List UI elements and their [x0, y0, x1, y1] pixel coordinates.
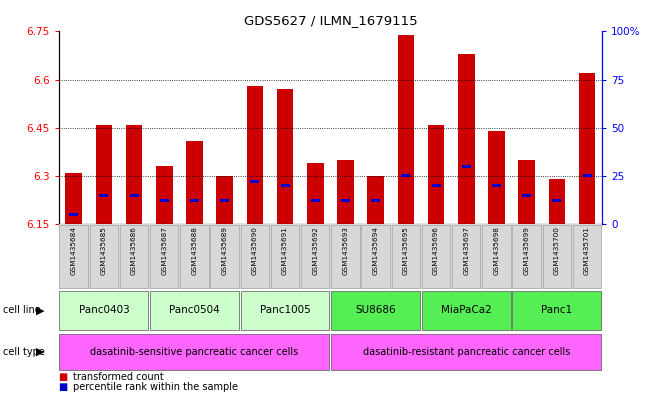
- Bar: [337, 160, 353, 224]
- Text: ▶: ▶: [36, 347, 44, 357]
- Bar: [190, 200, 199, 202]
- Text: GSM1435698: GSM1435698: [493, 226, 499, 275]
- Text: MiaPaCa2: MiaPaCa2: [441, 305, 492, 316]
- Text: Panc1: Panc1: [542, 305, 572, 316]
- Bar: [220, 200, 229, 202]
- Bar: [130, 194, 139, 196]
- Bar: [126, 125, 143, 224]
- Text: percentile rank within the sample: percentile rank within the sample: [73, 382, 238, 392]
- Bar: [422, 290, 510, 331]
- Bar: [311, 200, 320, 202]
- Bar: [271, 225, 299, 288]
- Text: dasatinib-sensitive pancreatic cancer cells: dasatinib-sensitive pancreatic cancer ce…: [90, 347, 299, 357]
- Bar: [159, 200, 169, 202]
- Bar: [492, 184, 501, 187]
- Text: GSM1435695: GSM1435695: [403, 226, 409, 275]
- Bar: [277, 89, 294, 224]
- Text: cell type: cell type: [3, 347, 45, 357]
- Text: GSM1435690: GSM1435690: [252, 226, 258, 275]
- Bar: [522, 194, 531, 196]
- Text: GSM1435701: GSM1435701: [584, 226, 590, 275]
- Text: Panc0504: Panc0504: [169, 305, 220, 316]
- Text: GSM1435687: GSM1435687: [161, 226, 167, 275]
- Bar: [452, 225, 480, 288]
- Bar: [150, 290, 239, 331]
- Bar: [100, 194, 109, 196]
- Bar: [573, 225, 602, 288]
- Bar: [543, 225, 571, 288]
- Text: GSM1435689: GSM1435689: [222, 226, 228, 275]
- Bar: [156, 166, 173, 224]
- Text: GSM1435696: GSM1435696: [433, 226, 439, 275]
- Bar: [247, 86, 263, 224]
- Bar: [583, 174, 592, 177]
- Bar: [307, 163, 324, 224]
- Bar: [65, 173, 82, 224]
- Bar: [482, 225, 510, 288]
- Bar: [512, 290, 602, 331]
- Bar: [518, 160, 535, 224]
- Bar: [458, 54, 475, 224]
- Text: dasatinib-resistant pancreatic cancer cells: dasatinib-resistant pancreatic cancer ce…: [363, 347, 570, 357]
- Bar: [422, 225, 450, 288]
- Text: transformed count: transformed count: [73, 372, 163, 382]
- Bar: [241, 225, 269, 288]
- Bar: [549, 179, 565, 224]
- Bar: [341, 200, 350, 202]
- Text: GSM1435692: GSM1435692: [312, 226, 318, 275]
- Text: Panc0403: Panc0403: [79, 305, 130, 316]
- Text: GSM1435697: GSM1435697: [464, 226, 469, 275]
- Bar: [331, 290, 420, 331]
- Bar: [59, 334, 329, 370]
- Bar: [96, 125, 112, 224]
- Bar: [301, 225, 329, 288]
- Text: GSM1435694: GSM1435694: [372, 226, 379, 275]
- Bar: [281, 184, 290, 187]
- Text: GSM1435691: GSM1435691: [282, 226, 288, 275]
- Bar: [241, 290, 329, 331]
- Bar: [120, 225, 148, 288]
- Bar: [150, 225, 178, 288]
- Bar: [90, 225, 118, 288]
- Bar: [392, 225, 420, 288]
- Text: GSM1435688: GSM1435688: [191, 226, 197, 275]
- Bar: [371, 200, 380, 202]
- Bar: [186, 141, 203, 224]
- Bar: [69, 213, 78, 216]
- Bar: [251, 180, 260, 183]
- Text: cell line: cell line: [3, 305, 41, 316]
- Bar: [552, 200, 561, 202]
- Bar: [367, 176, 384, 224]
- Text: GSM1435700: GSM1435700: [554, 226, 560, 275]
- Text: GSM1435693: GSM1435693: [342, 226, 348, 275]
- Bar: [488, 131, 505, 224]
- Bar: [432, 184, 441, 187]
- Bar: [331, 225, 359, 288]
- Bar: [216, 176, 233, 224]
- Bar: [59, 225, 88, 288]
- Text: GSM1435685: GSM1435685: [101, 226, 107, 275]
- Bar: [59, 290, 148, 331]
- Text: SU8686: SU8686: [355, 305, 396, 316]
- Text: GSM1435684: GSM1435684: [71, 226, 77, 275]
- Bar: [361, 225, 390, 288]
- Text: GSM1435686: GSM1435686: [131, 226, 137, 275]
- Bar: [210, 225, 239, 288]
- Bar: [398, 35, 414, 224]
- Bar: [401, 174, 410, 177]
- Bar: [428, 125, 445, 224]
- Bar: [331, 334, 602, 370]
- Bar: [512, 225, 541, 288]
- Bar: [462, 165, 471, 168]
- Bar: [579, 73, 596, 224]
- Bar: [180, 225, 209, 288]
- Text: GSM1435699: GSM1435699: [523, 226, 530, 275]
- Text: ■: ■: [59, 372, 68, 382]
- Text: Panc1005: Panc1005: [260, 305, 311, 316]
- Text: GDS5627 / ILMN_1679115: GDS5627 / ILMN_1679115: [243, 14, 417, 27]
- Text: ▶: ▶: [36, 305, 44, 316]
- Text: ■: ■: [59, 382, 68, 392]
